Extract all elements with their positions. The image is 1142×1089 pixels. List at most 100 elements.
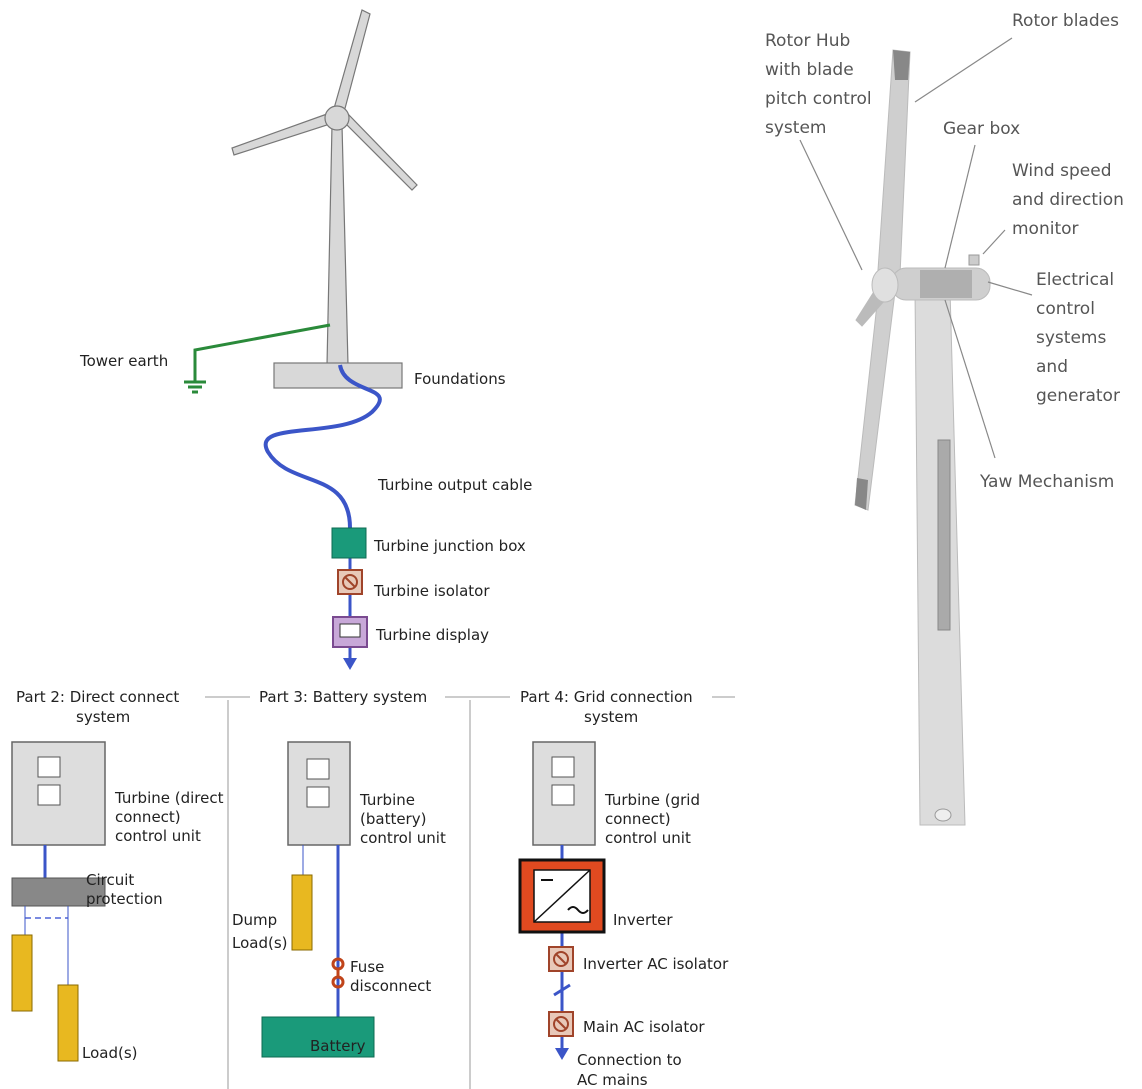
- leader-lines: [799, 37, 1033, 459]
- isolator-icon: [548, 1011, 574, 1037]
- label: Connection to: [577, 1051, 682, 1069]
- label: AC mains: [577, 1071, 648, 1089]
- arrow: [343, 658, 357, 670]
- hub: [324, 105, 350, 131]
- tower: [326, 124, 349, 366]
- shape: [551, 784, 575, 806]
- junction-box: [331, 527, 367, 559]
- label: control unit: [360, 829, 446, 847]
- label: pitch control: [765, 89, 872, 109]
- line: [987, 281, 1033, 296]
- blade: [231, 113, 331, 156]
- load: [11, 934, 33, 1012]
- output-cable: [263, 364, 382, 529]
- line: [799, 139, 863, 271]
- line: [944, 299, 996, 459]
- label: Turbine display: [375, 626, 489, 644]
- hub: [871, 267, 899, 303]
- label: connect): [115, 808, 181, 826]
- label: Wind speed: [1012, 161, 1112, 181]
- label: Yaw Mechanism: [979, 472, 1114, 492]
- isolator-icon: [337, 569, 363, 595]
- label: Electrical: [1036, 270, 1114, 290]
- circuit-protection: [11, 877, 106, 907]
- left-turbine: [231, 9, 418, 389]
- shape: [37, 756, 61, 778]
- label: Load(s): [232, 934, 288, 952]
- display-icon: [332, 616, 368, 648]
- label: Turbine junction box: [373, 537, 526, 555]
- label: Inverter AC isolator: [583, 955, 729, 973]
- blade: [332, 9, 371, 117]
- shape: [551, 756, 575, 778]
- line: [193, 323, 331, 382]
- label: monitor: [1012, 219, 1079, 239]
- label: Rotor Hub: [765, 31, 850, 51]
- label: Foundations: [414, 370, 506, 388]
- line: [344, 576, 356, 588]
- shape: [893, 50, 910, 80]
- label: control unit: [605, 829, 691, 847]
- label: control unit: [115, 827, 201, 845]
- label: Turbine output cable: [377, 476, 532, 494]
- label: Turbine isolator: [373, 582, 490, 600]
- shape: [339, 623, 361, 638]
- ladder: [937, 439, 951, 631]
- label: Rotor blades: [1012, 11, 1119, 31]
- label: Turbine: [359, 791, 415, 809]
- isolator-icon: [548, 946, 574, 972]
- line: [914, 37, 1013, 103]
- part-title: Part 3: Battery system: [259, 688, 427, 706]
- line: [533, 869, 591, 923]
- line: [982, 229, 1006, 255]
- shape: [855, 478, 868, 510]
- label: Main AC isolator: [583, 1018, 705, 1036]
- load: [57, 984, 79, 1062]
- label: Tower earth: [79, 352, 168, 370]
- label: Fuse: [350, 958, 384, 976]
- label: (battery): [360, 810, 426, 828]
- label: Gear box: [943, 119, 1020, 139]
- label: and direction: [1012, 190, 1124, 210]
- dividers: [205, 696, 735, 1089]
- dump-load: [291, 874, 313, 951]
- battery: [261, 1016, 375, 1058]
- line: [555, 1018, 567, 1030]
- label: protection: [86, 890, 163, 908]
- shape: [306, 758, 330, 780]
- label: connect): [605, 810, 671, 828]
- blade: [343, 112, 418, 191]
- control-unit: [11, 741, 106, 846]
- shape: [342, 574, 358, 590]
- label: Battery: [310, 1037, 366, 1055]
- control-unit: [287, 741, 351, 846]
- shape: [934, 808, 952, 822]
- label: Turbine (grid: [604, 791, 700, 809]
- label: Load(s): [82, 1044, 138, 1062]
- label: Circuit: [86, 871, 134, 889]
- shape: [567, 906, 589, 914]
- line: [555, 953, 567, 965]
- shape: Rotor blades Rotor Hub with blade pitch …: [765, 11, 1124, 492]
- label: disconnect: [350, 977, 431, 995]
- shape: [968, 254, 980, 266]
- label: system: [765, 118, 826, 138]
- tower-earth: [184, 323, 331, 394]
- fuse: [331, 957, 345, 989]
- part-title: Part 4: Grid connection: [520, 688, 693, 706]
- right-turbine: [854, 49, 991, 826]
- label: systems: [1036, 328, 1106, 348]
- shape: [553, 951, 569, 967]
- line: [553, 983, 571, 997]
- inverter: [518, 858, 606, 934]
- label: Inverter: [613, 911, 673, 929]
- part-title: Part 2: Direct connect: [16, 688, 179, 706]
- label: Dump: [232, 911, 277, 929]
- label: generator: [1036, 386, 1120, 406]
- label: with blade: [765, 60, 854, 80]
- blade: [877, 49, 911, 276]
- label: Turbine (direct: [114, 789, 224, 807]
- label: control: [1036, 299, 1095, 319]
- shape: [306, 786, 330, 808]
